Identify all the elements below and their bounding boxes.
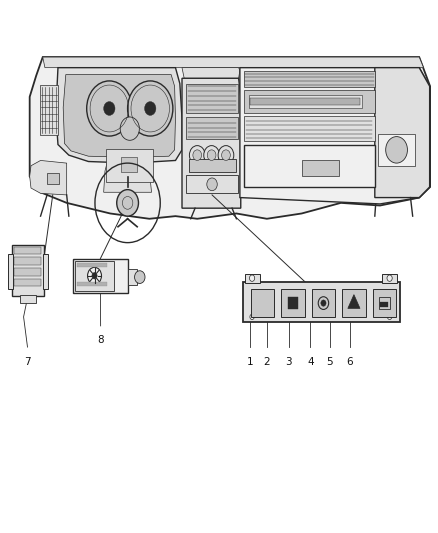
Bar: [244, 144, 375, 187]
Bar: [249, 95, 362, 109]
Circle shape: [193, 150, 201, 160]
Bar: [186, 84, 238, 113]
Bar: [77, 263, 107, 266]
Text: 8: 8: [97, 335, 104, 345]
Bar: [73, 259, 127, 293]
Circle shape: [387, 275, 392, 281]
Circle shape: [87, 81, 132, 136]
Polygon shape: [30, 160, 67, 195]
Circle shape: [104, 102, 115, 115]
Polygon shape: [104, 154, 152, 192]
Polygon shape: [182, 78, 241, 208]
Circle shape: [388, 314, 392, 319]
Bar: [312, 289, 335, 317]
Bar: [288, 297, 298, 310]
Text: 1: 1: [247, 357, 253, 367]
Circle shape: [145, 102, 156, 115]
Circle shape: [189, 146, 205, 165]
Text: 5: 5: [327, 357, 333, 367]
Circle shape: [250, 314, 254, 319]
Bar: [120, 157, 137, 172]
Bar: [378, 134, 415, 166]
Text: 3: 3: [285, 357, 292, 367]
Bar: [8, 254, 13, 289]
Bar: [244, 91, 375, 113]
Circle shape: [207, 178, 217, 191]
Circle shape: [88, 267, 102, 284]
Bar: [47, 173, 59, 184]
Bar: [245, 274, 260, 284]
Bar: [244, 116, 375, 141]
Bar: [20, 295, 36, 303]
Bar: [381, 302, 389, 308]
Circle shape: [127, 81, 173, 136]
Circle shape: [250, 275, 254, 281]
Polygon shape: [30, 57, 430, 219]
Bar: [77, 282, 107, 286]
Bar: [251, 289, 274, 317]
Circle shape: [120, 117, 139, 140]
Bar: [14, 247, 42, 254]
Text: 7: 7: [24, 357, 31, 367]
Bar: [186, 117, 238, 139]
Bar: [281, 289, 305, 317]
Polygon shape: [182, 68, 240, 78]
Bar: [244, 71, 375, 87]
Bar: [373, 289, 396, 317]
Circle shape: [207, 150, 216, 160]
Bar: [12, 245, 44, 296]
Bar: [342, 289, 366, 317]
Polygon shape: [375, 68, 430, 198]
Circle shape: [222, 150, 230, 160]
Circle shape: [92, 272, 97, 279]
Text: 6: 6: [346, 357, 353, 367]
Bar: [302, 160, 339, 176]
Bar: [379, 297, 390, 310]
Bar: [106, 149, 153, 182]
Polygon shape: [63, 75, 176, 157]
Bar: [40, 85, 58, 135]
Circle shape: [117, 190, 138, 216]
Bar: [43, 254, 48, 289]
Circle shape: [134, 271, 145, 284]
Polygon shape: [348, 295, 360, 309]
Polygon shape: [56, 68, 182, 163]
Bar: [14, 257, 42, 265]
Bar: [382, 274, 397, 284]
Text: 2: 2: [264, 357, 270, 367]
Circle shape: [204, 146, 219, 165]
Circle shape: [218, 146, 234, 165]
Text: 4: 4: [307, 357, 314, 367]
Polygon shape: [240, 68, 430, 204]
Bar: [14, 279, 42, 286]
Polygon shape: [43, 57, 424, 68]
Bar: [186, 175, 238, 193]
Bar: [14, 268, 42, 276]
Bar: [127, 269, 137, 285]
Circle shape: [321, 300, 326, 306]
Circle shape: [386, 136, 407, 163]
Bar: [188, 159, 236, 172]
Bar: [243, 282, 399, 322]
Bar: [75, 261, 114, 291]
Bar: [251, 99, 360, 105]
